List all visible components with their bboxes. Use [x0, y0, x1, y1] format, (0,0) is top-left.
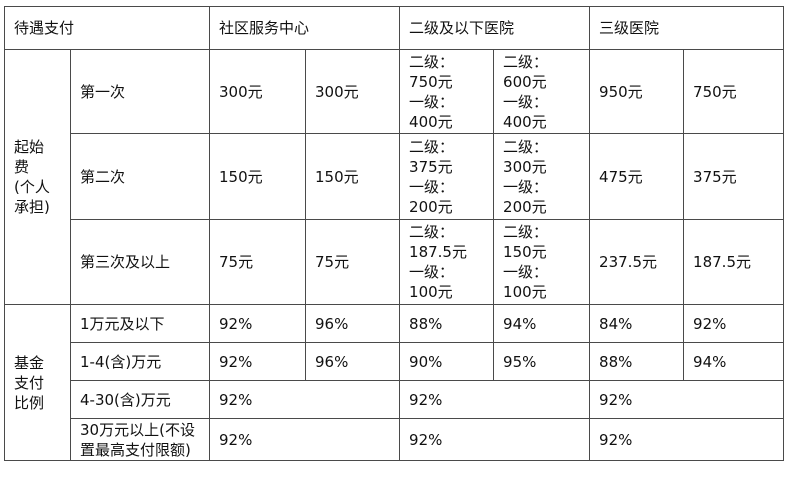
fund-row-label: 4-30(含)万元 [69, 380, 211, 419]
cell-tertiary-b: 94% [683, 342, 785, 381]
cell-secondary-a: 二级： 187.5元 一级： 100元 [399, 219, 495, 305]
row-label-third: 第三次及以上 [69, 219, 211, 305]
row-label-second: 第二次 [69, 133, 211, 220]
header-community-center: 社区服务中心 [209, 6, 401, 50]
cell-tertiary-b: 187.5元 [683, 219, 785, 305]
cell-community-b: 96% [305, 342, 401, 381]
header-row: 待遇支付 社区服务中心 二级及以下医院 三级医院 [3, 6, 785, 50]
cell-tertiary: 92% [589, 380, 785, 419]
cell-secondary-b: 94% [493, 304, 591, 343]
table-row: 4-30(含)万元 92% 92% 92% [5, 380, 785, 419]
cell-community-b: 96% [305, 304, 401, 343]
table-row: 起始 费 (个人 承担) 第一次 300元 300元 二级： 750元 一级： 400… [4, 49, 785, 305]
cell-community-b: 75元 [305, 219, 401, 305]
header-secondary-hospital: 二级及以下医院 [399, 6, 591, 50]
cell-community-a: 300元 [209, 49, 307, 134]
table-row: 30万元以上(不设 置最高支付限额) 92% 92% 92% [5, 418, 785, 461]
row-label-first: 第一次 [69, 49, 211, 134]
cell-tertiary-a: 84% [589, 304, 685, 343]
fund-row-label: 1-4(含)万元 [69, 342, 211, 381]
cell-community-a: 92% [209, 342, 307, 381]
cell-secondary-a: 88% [399, 304, 495, 343]
cell-community-b: 150元 [305, 133, 401, 220]
header-benefit-payment: 待遇支付 [3, 6, 211, 50]
cell-tertiary-a: 237.5元 [589, 219, 685, 305]
cell-community-b: 300元 [305, 49, 401, 134]
cell-tertiary-b: 375元 [683, 133, 785, 220]
benefit-payment-table: 待遇支付 社区服务中心 二级及以下医院 三级医院 起始 费 (个人 承担) 第一… [3, 6, 785, 461]
header-tertiary-hospital: 三级医院 [589, 6, 785, 50]
cell-secondary: 92% [399, 380, 591, 419]
cell-community-a: 75元 [209, 219, 307, 305]
deductible-group-label: 起始 费 (个人 承担) [4, 49, 71, 305]
cell-secondary-a: 二级： 750元 一级： 400元 [399, 49, 495, 134]
cell-secondary-a: 二级： 375元 一级： 200元 [399, 133, 495, 220]
cell-community: 92% [209, 380, 401, 419]
cell-community-a: 150元 [209, 133, 307, 220]
cell-tertiary: 92% [589, 418, 785, 461]
fund-row-label: 1万元及以下 [69, 304, 211, 343]
cell-secondary-b: 二级： 150元 一级： 100元 [493, 219, 591, 305]
fund-group-label: 基金 支付 比例 [4, 304, 71, 461]
table-row: 基金 支付 比例 1万元及以下 92% 96% 88% 94% 84% 92% [4, 304, 785, 461]
cell-tertiary-b: 92% [683, 304, 785, 343]
table-row: 第二次 150元 150元 二级： 375元 一级： 200元 二级： 300元 一级： 2… [5, 133, 785, 220]
cell-secondary-a: 90% [399, 342, 495, 381]
fund-row-label: 30万元以上(不设 置最高支付限额) [69, 418, 211, 461]
cell-community: 92% [209, 418, 401, 461]
cell-secondary: 92% [399, 418, 591, 461]
cell-secondary-b: 二级： 300元 一级： 200元 [493, 133, 591, 220]
table-row: 1-4(含)万元 92% 96% 90% 95% 88% 94% [5, 342, 785, 381]
cell-secondary-b: 二级： 600元 一级： 400元 [493, 49, 591, 134]
cell-tertiary-a: 950元 [589, 49, 685, 134]
cell-tertiary-b: 750元 [683, 49, 785, 134]
cell-secondary-b: 95% [493, 342, 591, 381]
cell-tertiary-a: 475元 [589, 133, 685, 220]
cell-community-a: 92% [209, 304, 307, 343]
table-row: 第三次及以上 75元 75元 二级： 187.5元 一级： 100元 二级： 150元一… [5, 219, 785, 305]
cell-tertiary-a: 88% [589, 342, 685, 381]
